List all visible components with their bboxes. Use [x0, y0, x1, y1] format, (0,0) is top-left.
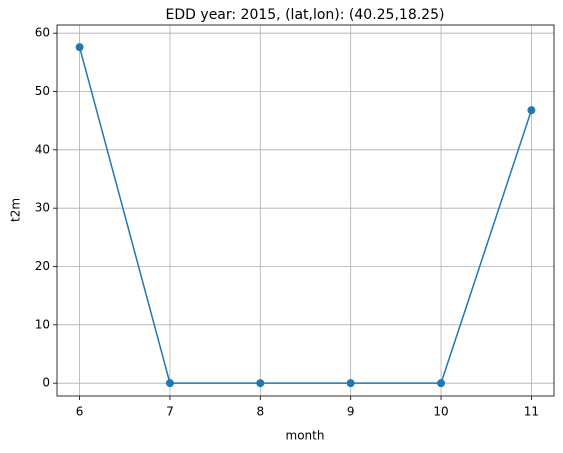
data-point: [165, 379, 174, 388]
x-tick-label: 10: [433, 405, 448, 419]
x-tick-label: 9: [347, 405, 355, 419]
y-tick-label: 30: [35, 201, 50, 215]
x-tick-label: 8: [256, 405, 264, 419]
data-point: [346, 379, 355, 388]
plot-frame: [56, 24, 555, 397]
data-point: [75, 43, 84, 52]
y-tick-label: 0: [42, 376, 50, 390]
y-axis-label: t2m: [9, 198, 23, 222]
y-tick-label: 10: [35, 317, 50, 331]
y-tick-label: 40: [35, 142, 50, 156]
y-tick-label: 20: [35, 259, 50, 273]
x-axis-label: month: [286, 429, 325, 443]
data-point: [527, 106, 536, 115]
x-tick-label: 11: [524, 405, 539, 419]
data-line: [78, 46, 533, 384]
chart-title: EDD year: 2015, (lat,lon): (40.25,18.25): [166, 7, 445, 23]
y-tick-label: 60: [35, 26, 50, 40]
x-tick-label: 7: [166, 405, 174, 419]
data-point: [437, 379, 446, 388]
y-tick-label: 50: [35, 84, 50, 98]
data-point: [256, 379, 265, 388]
x-tick-label: 6: [76, 405, 84, 419]
